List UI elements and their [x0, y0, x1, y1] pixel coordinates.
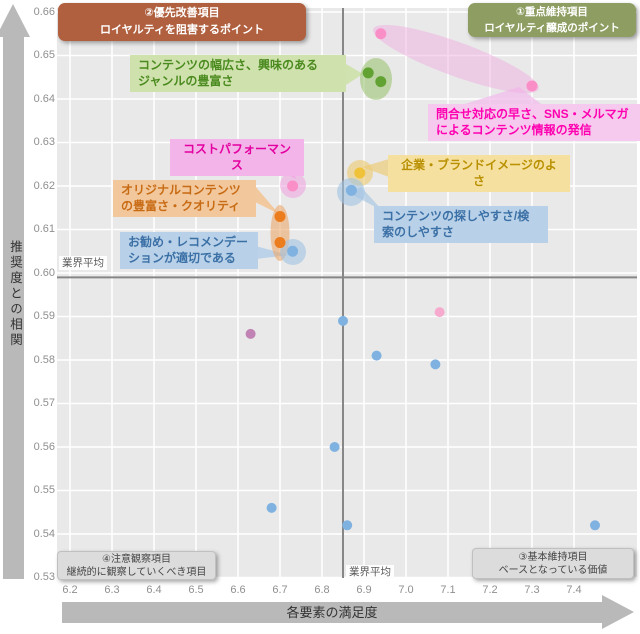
callout-tail	[362, 159, 389, 177]
y-axis-arrow	[3, 36, 24, 579]
callout-brand-image: 企業・ブランドイメージのよさ	[388, 155, 570, 193]
data-point	[274, 210, 286, 222]
data-point	[245, 328, 256, 339]
data-point	[362, 67, 374, 79]
x-tick-label: 6.3	[104, 584, 120, 596]
y-tick-label: 0.58	[33, 353, 55, 366]
x-tick-label: 7.2	[482, 584, 498, 596]
data-point	[345, 184, 357, 196]
callout-content-variety: コンテンツの幅広さ、興味のある ジャンルの豊富さ	[130, 55, 346, 93]
data-point	[287, 245, 299, 257]
quadrant-label-basic-maintain: ③基本維持項目 ベースとなっている価値	[472, 548, 634, 579]
highlight-ellipse	[373, 24, 539, 94]
scatter-plot-canvas	[57, 8, 637, 578]
industry-average-label-y: 業界平均	[59, 256, 107, 270]
data-point	[434, 307, 445, 318]
x-axis-title: 各要素の満足度	[286, 605, 378, 620]
y-tick-label: 0.59	[33, 310, 55, 322]
data-point	[338, 315, 348, 326]
y-axis-arrowhead-icon	[0, 4, 30, 37]
y-tick-label: 0.60	[33, 266, 55, 279]
data-point	[287, 180, 299, 192]
y-tick-label: 0.64	[33, 92, 55, 105]
y-axis-title: 推奨度との相関	[8, 240, 22, 349]
y-tick-label: 0.54	[33, 527, 55, 540]
quadrant-label-watch: ④注意観察項目 継続的に観察していくべき項目	[57, 551, 216, 580]
callout-cost-performance: コストパフォーマンス	[170, 139, 304, 177]
x-tick-label: 6.9	[356, 584, 372, 596]
callout-searchability: コンテンツの探しやすさ/検 索のしやすさ	[374, 206, 548, 244]
x-tick-label: 7.0	[398, 584, 414, 596]
callout-support-sns: 問合せ対応の早さ、SNS・メルマガ によるコンテンツ情報の発信	[428, 104, 640, 142]
y-tick-label: 0.65	[33, 49, 55, 61]
x-tick-label: 7.4	[566, 584, 582, 596]
data-point	[329, 442, 340, 452]
x-tick-label: 6.8	[314, 584, 330, 596]
x-tick-label: 6.5	[188, 584, 204, 596]
x-tick-label: 7.1	[440, 584, 456, 596]
x-tick-label: 6.6	[230, 584, 246, 596]
y-tick-label: 0.61	[33, 223, 55, 235]
callout-tail	[346, 64, 363, 85]
data-point	[430, 359, 441, 370]
data-point	[342, 520, 353, 531]
x-tick-label: 6.2	[62, 584, 78, 596]
data-point	[375, 76, 387, 88]
callout-tail	[255, 186, 279, 214]
data-point	[375, 28, 387, 40]
y-tick-label: 0.63	[33, 136, 55, 148]
data-point	[354, 167, 366, 179]
data-point	[590, 520, 600, 531]
callout-original-content: オリジナルコンテンツ の豊富さ・クオリティ	[113, 180, 256, 218]
plot-area	[57, 8, 637, 578]
x-tick-label: 6.7	[272, 584, 288, 596]
industry-average-label-x: 業界平均	[346, 565, 394, 579]
x-tick-label: 7.3	[524, 584, 540, 596]
y-tick-label: 0.53	[33, 571, 55, 583]
callout-recommendation: お勧め・レコメンデー ションが適切である	[120, 232, 258, 270]
x-axis-arrowhead-icon	[602, 595, 634, 629]
data-point	[274, 237, 286, 249]
y-tick-label: 0.66	[33, 5, 55, 18]
data-point	[371, 350, 382, 361]
y-tick-label: 0.55	[33, 484, 55, 496]
quadrant-label-key-maintain: ①重点維持項目 ロイヤルティ醸成のポイント	[468, 3, 636, 37]
y-tick-label: 0.56	[33, 440, 55, 453]
y-tick-label: 0.57	[33, 397, 55, 409]
quadrant-label-priority-improvement: ②優先改善項目 ロイヤルティを阻害するポイント	[58, 3, 306, 41]
x-axis-arrow	[62, 602, 602, 623]
data-point	[526, 80, 538, 92]
x-tick-label: 6.4	[146, 584, 162, 596]
y-tick-label: 0.62	[33, 179, 55, 192]
data-point	[266, 502, 277, 513]
